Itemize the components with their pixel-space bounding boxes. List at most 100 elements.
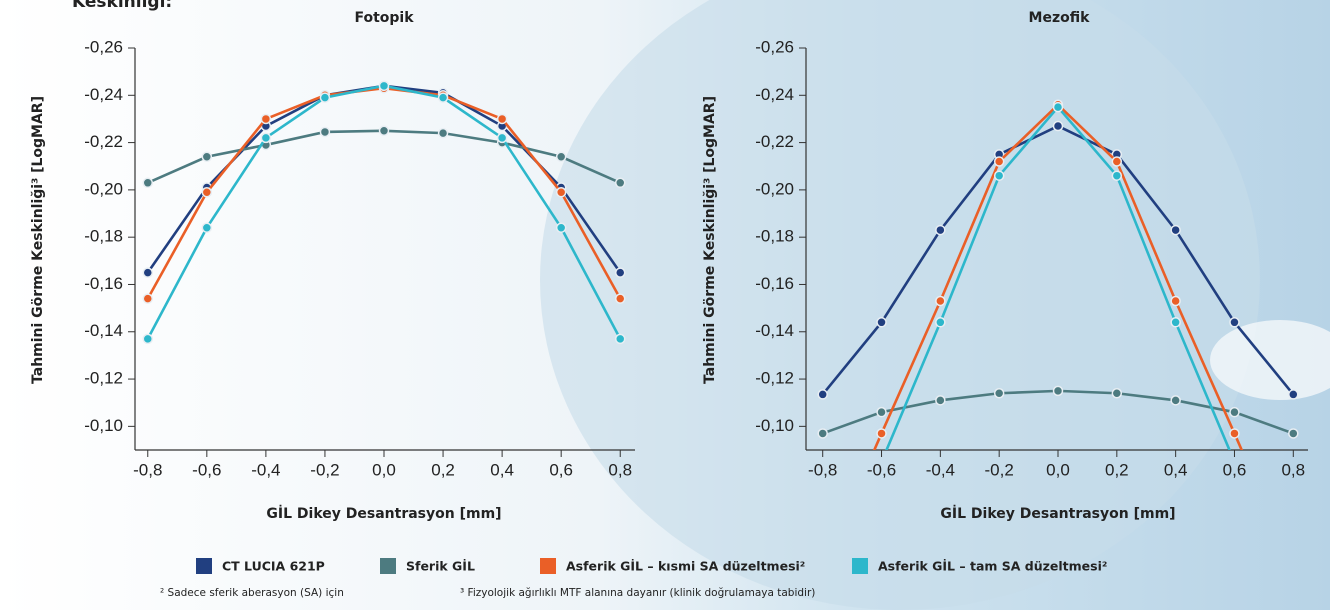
x-tick-label: 0,8: [608, 460, 632, 479]
y-axis-label: Tahmini Görme Keskinliği³ [LogMAR]: [30, 96, 46, 384]
x-tick-label: 0,8: [1281, 460, 1305, 479]
x-tick-label: 0,4: [1164, 460, 1188, 479]
data-point: [260, 113, 272, 125]
data-point: [1111, 156, 1123, 167]
data-point: [555, 151, 567, 163]
data-point: [935, 224, 946, 236]
x-tick-label: -0,2: [985, 460, 1014, 479]
data-point: [614, 333, 626, 345]
x-tick-label: -0,4: [251, 460, 280, 479]
chart: Mezofik -0,26 -0,24 -0,22 -0,20 -0,18 -0,16 -0,…: [702, 10, 1308, 522]
data-point: [260, 132, 272, 144]
data-point: [1170, 224, 1181, 236]
data-point: [142, 267, 154, 278]
data-point: [1170, 295, 1181, 307]
y-axis-label: Tahmini Görme Keskinliği³ [LogMAR]: [702, 96, 718, 384]
x-tick-label: 0,0: [1046, 460, 1070, 479]
plot-area: [142, 80, 626, 345]
x-tick-label: 0,4: [490, 460, 514, 479]
legend-label: Asferik GİL – kısmi SA düzeltmesi²: [566, 559, 805, 574]
data-point: [1288, 389, 1299, 400]
data-point: [201, 222, 213, 233]
data-point: [1052, 120, 1064, 132]
data-point: [319, 92, 331, 103]
x-axis-label: GİL Dikey Desantrasyon [mm]: [940, 505, 1175, 522]
footnote: ² Sadece sferik aberasyon (SA) için: [160, 587, 344, 599]
y-tick-label: -0,26: [84, 37, 123, 56]
x-tick-label: 0,2: [431, 460, 455, 479]
charts: Fotopik -0,26 -0,24 -0,22 -0,20 -0,18 -0,16 -0,…: [30, 10, 1308, 522]
legend-swatch: [380, 558, 396, 574]
data-point: [993, 387, 1005, 399]
footnote: ³ Fizyolojik ağırlıklı MTF alanına dayan…: [460, 587, 815, 599]
data-point: [993, 170, 1005, 181]
data-point: [319, 126, 331, 138]
data-point: [496, 132, 508, 144]
data-point: [378, 125, 390, 137]
legend-swatch: [852, 558, 868, 574]
y-tick-label: -0,24: [755, 85, 794, 104]
y-tick-label: -0,10: [755, 416, 794, 435]
y-tick-label: -0,16: [84, 274, 123, 293]
x-tick-label: 0,6: [1223, 460, 1247, 479]
y-tick-label: -0,20: [84, 179, 123, 198]
data-point: [496, 113, 508, 125]
x-tick-label: -0,6: [192, 460, 221, 479]
x-tick-label: -0,8: [133, 460, 162, 479]
legend-label: Sferik GİL: [406, 559, 475, 574]
data-point: [993, 156, 1005, 167]
y-tick-label: -0,26: [755, 37, 794, 56]
data-point: [876, 406, 887, 418]
data-point: [142, 293, 154, 304]
page-title: Keskinliği:: [72, 0, 172, 12]
data-point: [1229, 317, 1240, 328]
data-point: [1052, 385, 1064, 397]
chart: Fotopik -0,26 -0,24 -0,22 -0,20 -0,18 -0,16 -0,…: [30, 10, 635, 522]
data-point: [1170, 317, 1181, 328]
data-point: [935, 317, 946, 328]
data-point: [142, 177, 154, 189]
data-point: [614, 177, 626, 189]
data-point: [1229, 406, 1240, 418]
y-tick-label: -0,20: [755, 179, 794, 198]
chart-title: Mezofik: [1029, 10, 1091, 26]
data-point: [1111, 170, 1123, 181]
data-point: [555, 186, 567, 198]
data-point: [614, 293, 626, 304]
data-point: [876, 428, 887, 439]
x-axis-label: GİL Dikey Desantrasyon [mm]: [266, 505, 501, 522]
data-point: [1111, 387, 1123, 399]
y-tick-label: -0,18: [755, 227, 794, 246]
y-tick-label: -0,18: [84, 227, 123, 246]
y-tick-label: -0,12: [84, 369, 123, 388]
data-point: [876, 317, 887, 328]
x-tick-label: 0,0: [372, 460, 396, 479]
data-point: [935, 295, 946, 307]
y-tick-label: -0,22: [755, 132, 794, 151]
data-point: [201, 186, 213, 198]
legend-label: CT LUCIA 621P: [222, 559, 325, 574]
data-point: [935, 395, 946, 406]
legend-swatch: [540, 558, 556, 574]
data-point: [614, 267, 626, 278]
data-point: [437, 92, 449, 103]
data-point: [1052, 101, 1064, 113]
data-point: [142, 333, 154, 345]
chart-title: Fotopik: [354, 10, 414, 26]
y-tick-label: -0,14: [84, 321, 123, 340]
legend-swatch: [196, 558, 212, 574]
photo-glove: [1210, 320, 1330, 400]
data-point: [1170, 395, 1181, 406]
data-point: [437, 127, 449, 139]
x-tick-label: -0,4: [926, 460, 955, 479]
data-point: [1229, 428, 1240, 439]
y-tick-label: -0,12: [755, 369, 794, 388]
y-tick-label: -0,16: [755, 274, 794, 293]
y-tick-label: -0,22: [84, 132, 123, 151]
legend: CT LUCIA 621P Sferik GİL Asferik GİL – kıs…: [196, 558, 1107, 574]
data-point: [378, 80, 390, 92]
data-point: [817, 428, 828, 439]
y-tick-label: -0,14: [755, 321, 794, 340]
data-point: [201, 151, 213, 163]
